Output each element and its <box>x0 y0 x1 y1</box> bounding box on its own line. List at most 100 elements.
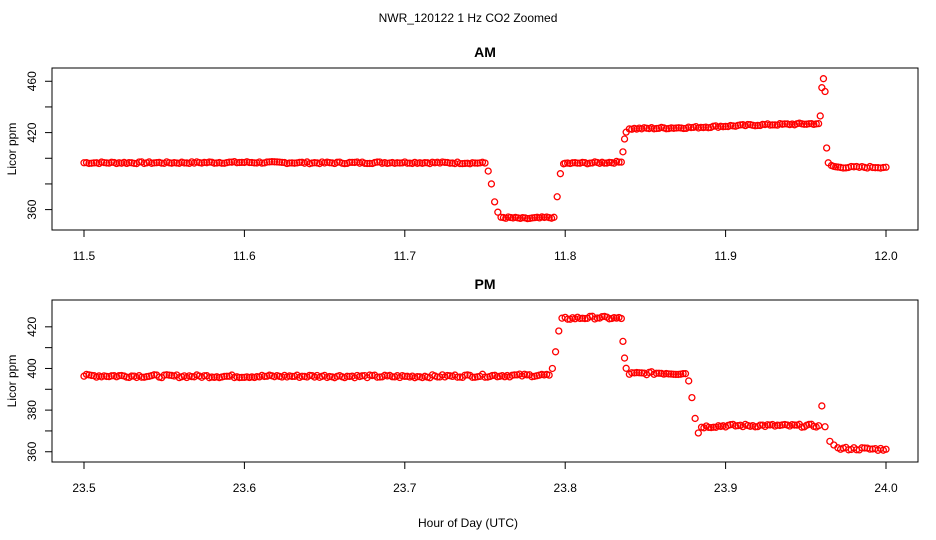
am-data-point <box>481 159 489 167</box>
am-data-point <box>556 170 565 178</box>
pm-data-point <box>619 337 627 346</box>
pm-data-point <box>122 373 131 381</box>
am-data-point <box>736 121 745 129</box>
pm-data-point <box>510 371 519 379</box>
am-data-point <box>800 120 808 128</box>
pm-data-point <box>401 372 409 381</box>
pm-data-point <box>709 423 718 431</box>
pm-data-point <box>165 371 173 379</box>
pm-data-point <box>107 372 116 380</box>
am-data-point <box>250 159 259 167</box>
am-data-point <box>490 198 499 206</box>
am-data-point <box>494 208 502 216</box>
pm-data-point <box>413 372 421 381</box>
pm-x-axis: 23.5 23.6 23.7 23.8 23.9 24.0 <box>72 461 898 495</box>
pm-data-point <box>298 372 306 380</box>
pm-data-point <box>260 372 269 381</box>
am-data-point <box>553 193 561 201</box>
am-y-tick-label: 420 <box>25 122 39 142</box>
pm-data-point <box>620 354 629 362</box>
am-data-point <box>680 124 688 133</box>
am-y-axis-label: Licor ppm <box>5 123 19 176</box>
pm-data-point <box>635 369 643 377</box>
am-data-point <box>818 84 826 92</box>
pm-data-point <box>388 373 396 381</box>
pm-data-point <box>137 373 146 381</box>
am-data-point <box>125 158 133 167</box>
am-data-point <box>468 159 477 167</box>
pm-data-point <box>882 445 890 453</box>
pm-data-point <box>453 373 462 381</box>
pm-data-point <box>545 371 553 379</box>
pm-panel: PM 23.5 23.6 23.7 23.8 23.9 24.0 360 380 400 420… <box>5 276 919 495</box>
pm-data-point <box>617 314 625 323</box>
am-data-point <box>662 125 671 133</box>
am-data-point <box>333 158 341 166</box>
am-data-point <box>754 121 762 130</box>
am-data-point <box>421 159 429 167</box>
am-data-point <box>310 159 319 167</box>
am-data-point <box>484 167 492 175</box>
pm-data-point <box>576 314 584 323</box>
pm-data-point <box>220 372 229 380</box>
am-data-point <box>821 87 829 96</box>
pm-x-tick-label: 23.7 <box>393 481 417 495</box>
am-data-point <box>568 159 577 167</box>
am-data-point <box>263 158 271 166</box>
am-data-point <box>180 159 188 167</box>
am-x-tick-label: 11.9 <box>714 249 737 263</box>
pm-data-point <box>669 370 678 378</box>
am-data-point <box>235 158 244 167</box>
pm-data-point <box>630 369 638 377</box>
pm-y-tick-label: 360 <box>25 441 39 461</box>
pm-data-point <box>731 422 740 430</box>
am-data-point <box>617 158 625 166</box>
pm-data-point <box>564 315 572 323</box>
am-data-point <box>102 159 111 167</box>
am-data-point <box>620 135 629 143</box>
pm-data-point <box>674 370 682 379</box>
am-data-point <box>150 159 158 167</box>
am-data-point <box>200 158 208 167</box>
pm-data-point <box>705 423 713 432</box>
pm-x-tick-label: 23.8 <box>554 481 578 495</box>
pm-data-point <box>688 393 696 402</box>
am-data-point <box>245 158 254 167</box>
am-data-point <box>406 159 414 167</box>
pm-data-point <box>622 364 630 372</box>
am-data-point <box>652 124 661 133</box>
am-data-point <box>847 162 855 171</box>
am-data-point <box>258 159 266 167</box>
am-data-point <box>130 159 138 167</box>
am-data-point <box>473 159 482 167</box>
am-data-point <box>471 159 479 167</box>
am-data-point <box>879 163 887 172</box>
pm-data-point <box>346 372 354 381</box>
pm-data-point <box>488 371 497 380</box>
pm-data-point <box>443 371 452 380</box>
am-data-point <box>458 159 467 168</box>
am-data-point <box>290 159 299 167</box>
am-x-axis: 11.5 11.6 11.7 11.8 11.9 12.0 <box>73 229 898 263</box>
am-data-point <box>812 120 820 128</box>
am-y-axis: 360 420 460 <box>25 71 53 220</box>
am-data-point <box>248 158 256 167</box>
pm-data-point <box>253 372 261 381</box>
am-data-point <box>619 148 627 156</box>
pm-data-point <box>672 370 680 379</box>
am-x-tick-label: 11.5 <box>73 249 96 263</box>
am-x-tick-label: 11.8 <box>554 249 577 263</box>
pm-data-point <box>694 429 702 437</box>
am-data-point <box>238 158 246 167</box>
pm-data-point <box>655 369 663 377</box>
am-data-point <box>446 159 454 167</box>
am-x-tick-label: 12.0 <box>874 249 898 263</box>
am-data-point <box>721 122 730 131</box>
pm-data-point <box>679 369 687 378</box>
am-data-point <box>218 159 226 167</box>
pm-data-point <box>821 423 829 431</box>
am-data-point <box>363 159 371 168</box>
pm-data-point <box>235 373 244 382</box>
pm-x-tick-label: 23.5 <box>72 481 96 495</box>
am-data-point <box>461 159 469 168</box>
